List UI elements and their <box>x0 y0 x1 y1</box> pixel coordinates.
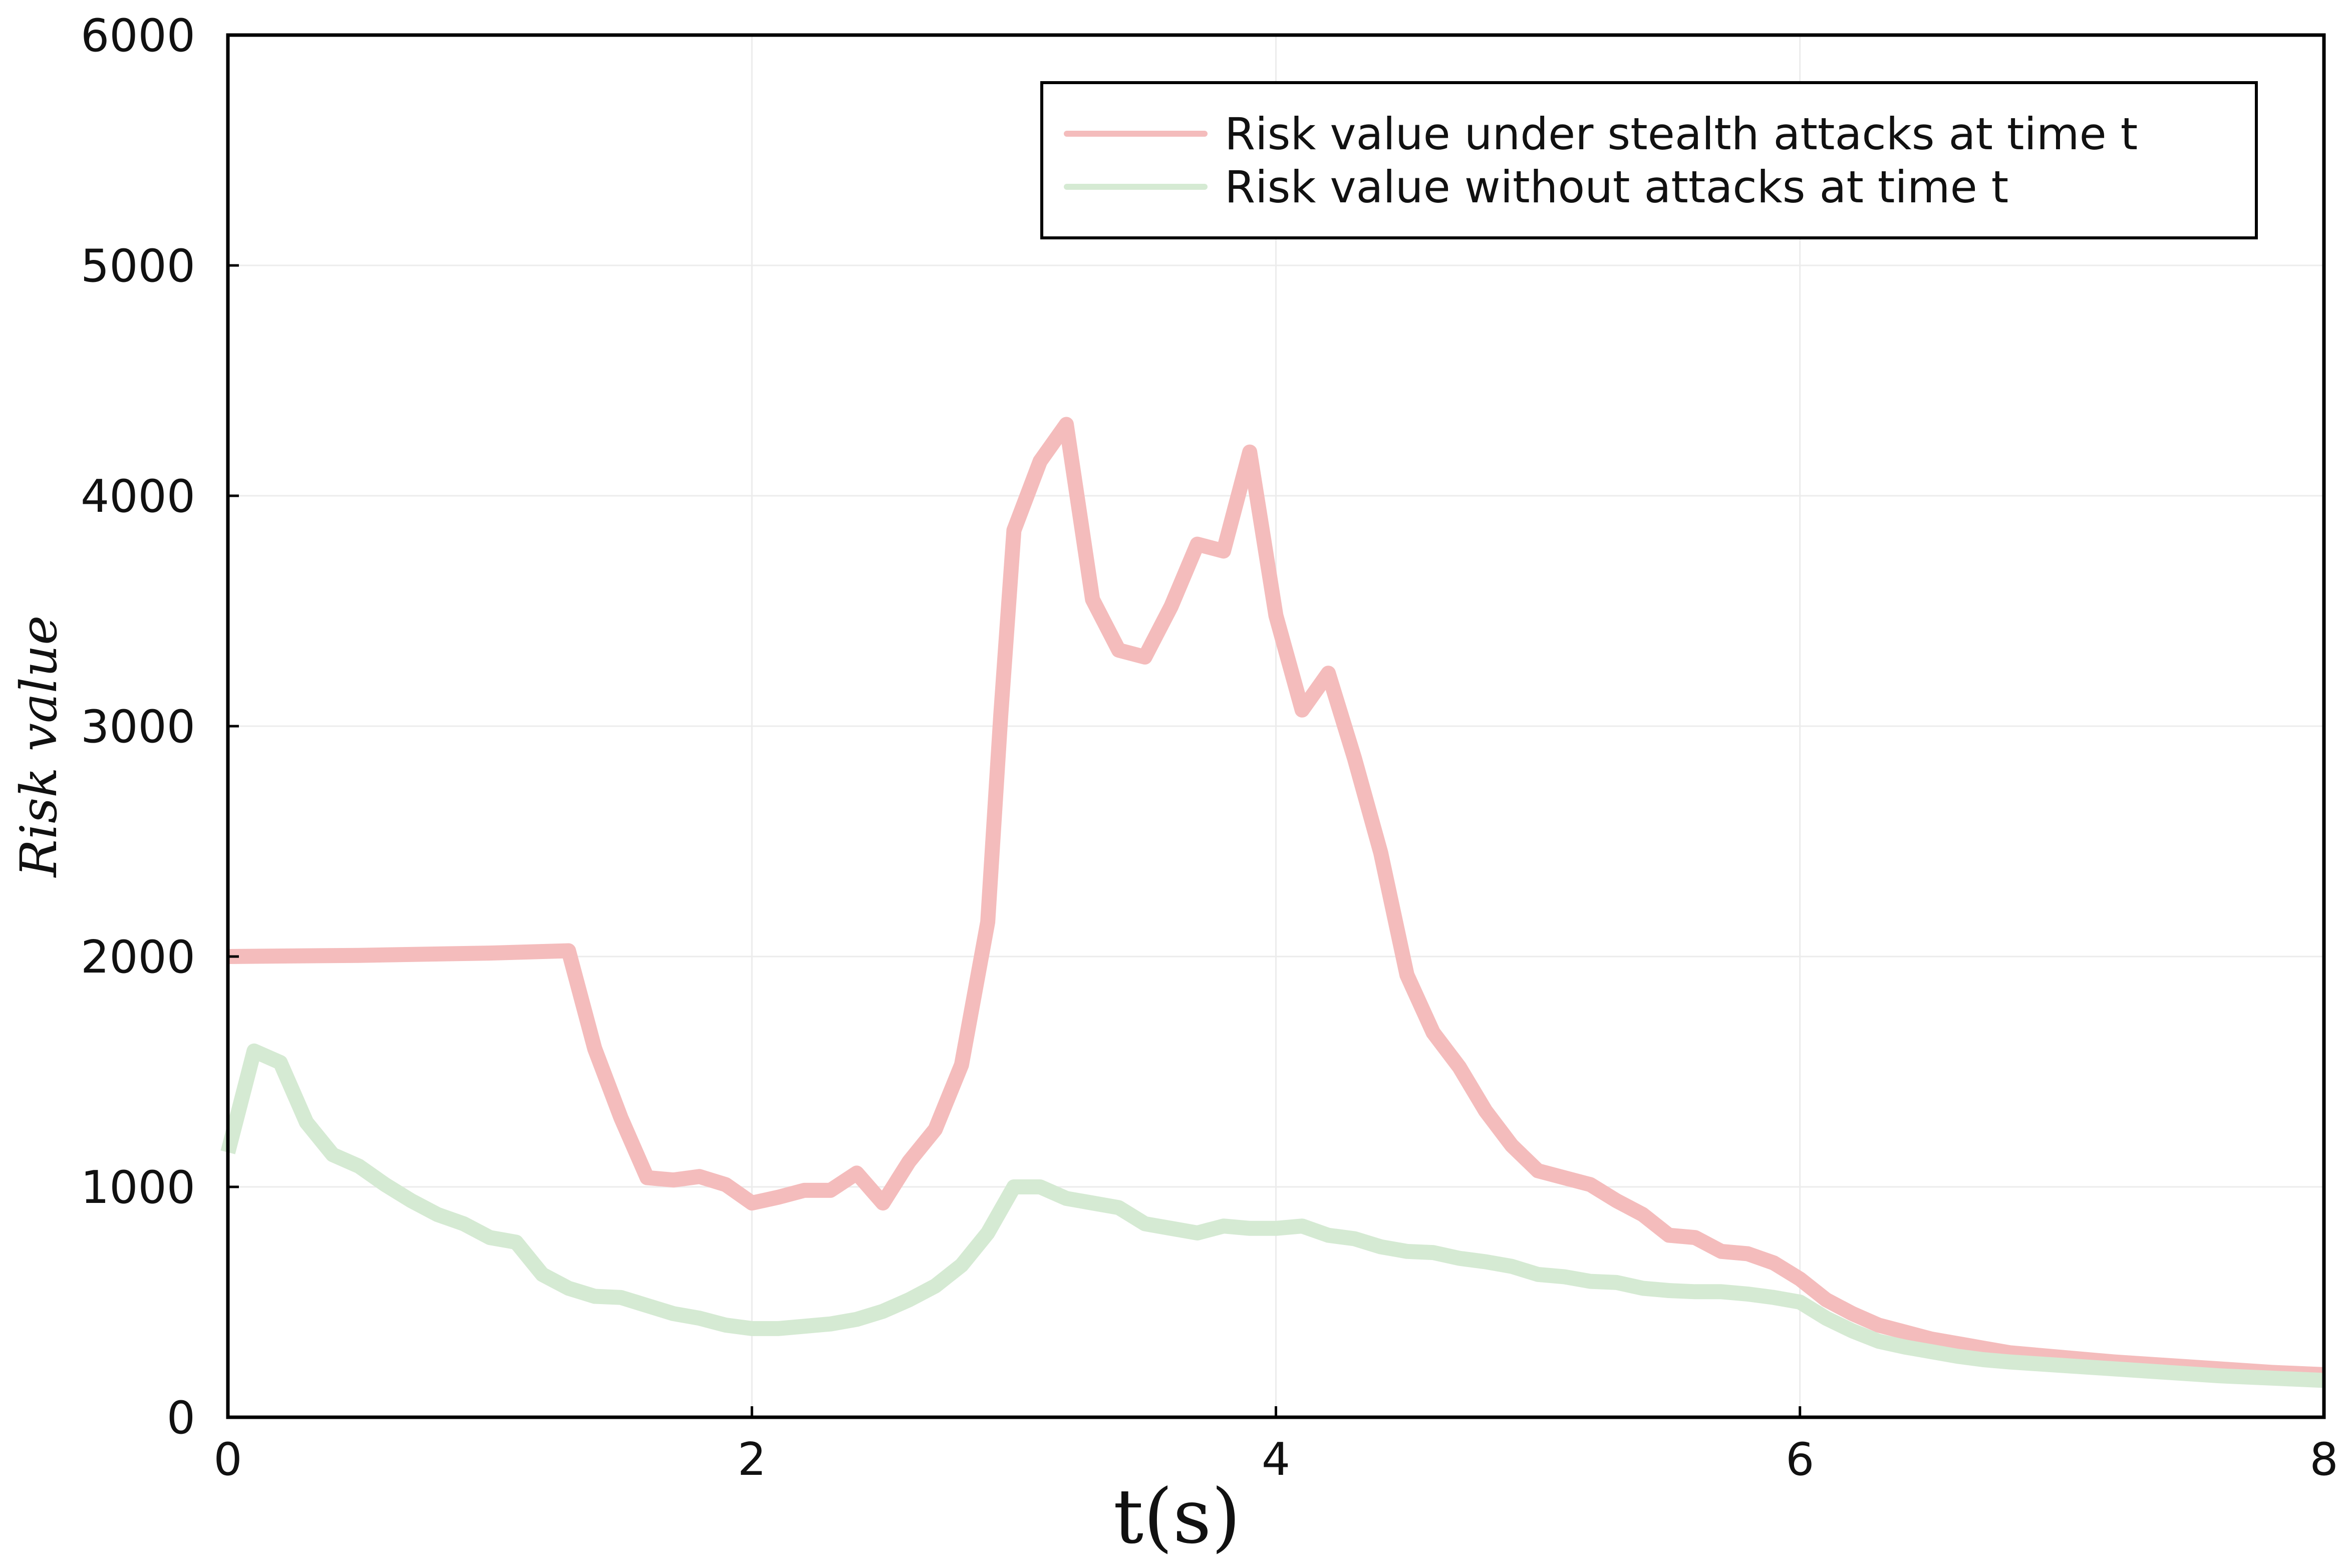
legend: Risk value under stealth attacks at time… <box>1040 81 2258 239</box>
y-axis-label: Risk value <box>10 615 68 878</box>
y-tick-label-6: 6000 <box>81 10 195 62</box>
legend-box <box>1040 81 2258 239</box>
x-tick-label-2: 4 <box>1262 1433 1290 1486</box>
y-tick-label-2: 2000 <box>81 931 195 984</box>
x-tick-label-4: 8 <box>2309 1433 2338 1486</box>
grid-lines <box>228 35 2324 1417</box>
x-tick-label-1: 2 <box>738 1433 766 1486</box>
series-lines <box>220 417 2324 1388</box>
y-tick-label-3: 3000 <box>81 701 195 753</box>
x-tick-label-3: 6 <box>1786 1433 1814 1486</box>
x-tick-label-0: 0 <box>213 1433 242 1486</box>
legend-label-0: Risk value under stealth attacks at time… <box>1225 108 2138 160</box>
y-tick-label-0: 0 <box>167 1392 195 1444</box>
series-line-0 <box>227 417 2324 1382</box>
series-line-1 <box>220 1043 2324 1388</box>
axis-ticks: 0 2 4 6 8 0 1000 2000 3000 4000 5000 6000 <box>81 10 2338 1486</box>
legend-label-1: Risk value without attacks at time t <box>1225 161 2008 213</box>
y-tick-label-5: 5000 <box>81 240 195 292</box>
y-tick-label-4: 4000 <box>81 470 195 523</box>
x-axis-label: t(s) <box>1113 1473 1241 1560</box>
y-tick-label-1: 1000 <box>81 1161 195 1214</box>
